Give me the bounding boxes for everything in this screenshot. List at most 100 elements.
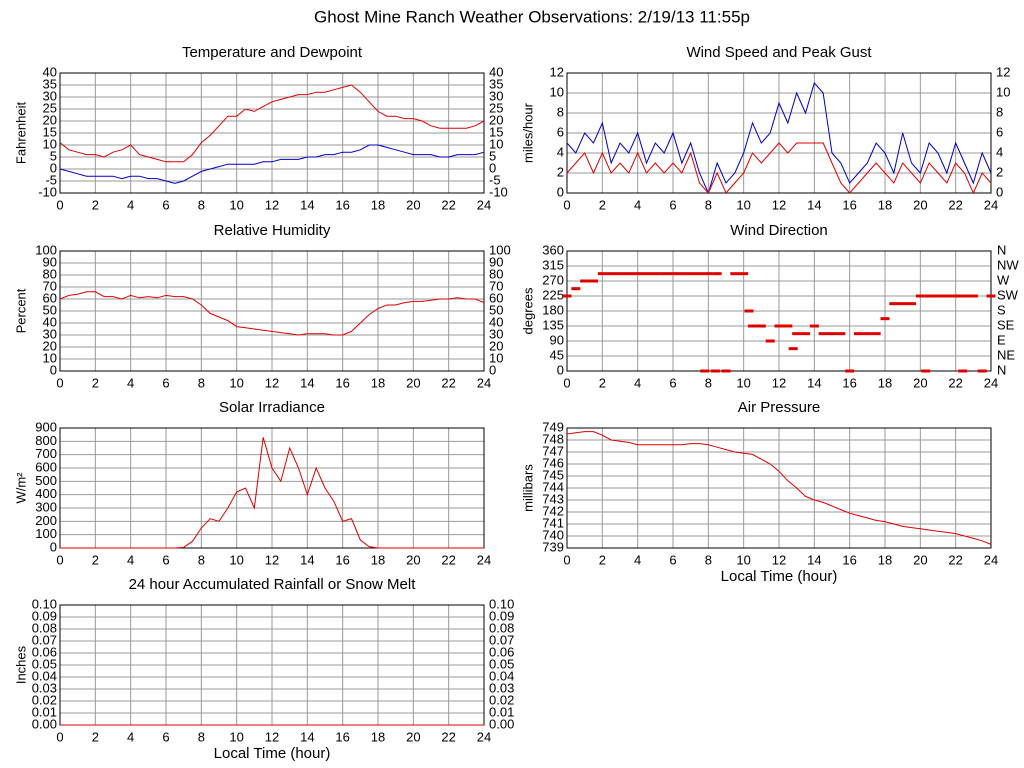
y-tick-label-right: 0.04 (489, 668, 514, 683)
y-tick-label-right: 40 (489, 64, 503, 79)
y-tick-label-right: 0 (996, 184, 1003, 199)
y-tick-label: 10 (43, 350, 57, 365)
y-tick-label: 360 (542, 242, 564, 257)
data-point (650, 272, 660, 276)
y-tick-label: 0.09 (32, 608, 57, 623)
y-tick-label: 744 (542, 479, 564, 494)
y-tick-label-right: 100 (489, 242, 511, 257)
x-tick-label: 12 (772, 375, 786, 390)
y-tick-label: 180 (542, 302, 564, 317)
y-tick-label: 0 (50, 539, 57, 554)
y-tick-label-right: 50 (489, 302, 503, 317)
y-tick-label-right: 80 (489, 266, 503, 281)
y-tick-label: 0.06 (32, 644, 57, 659)
data-line (566, 142, 992, 195)
y-tick-label: 40 (43, 64, 57, 79)
x-tick-label: 8 (705, 375, 712, 390)
y-tick-label: 10 (550, 84, 564, 99)
data-point (642, 272, 651, 276)
x-tick-label: 24 (477, 552, 491, 567)
y-tick-label-right: 25 (489, 100, 503, 115)
x-tick-label: 20 (406, 197, 420, 212)
y-tick-label: 748 (542, 431, 564, 446)
plot-frame (59, 427, 485, 549)
data-point (915, 294, 925, 298)
x-tick-label: 24 (477, 197, 491, 212)
x-tick-label: 16 (335, 729, 349, 744)
data-point (739, 272, 749, 276)
data-line (566, 431, 992, 545)
x-tick-label: 16 (335, 552, 349, 567)
data-point (774, 324, 784, 328)
x-tick-label: 2 (599, 552, 606, 567)
x-tick-label: 8 (198, 197, 205, 212)
data-point (686, 272, 696, 276)
x-tick-label: 10 (229, 729, 243, 744)
y-tick-label: 200 (35, 513, 57, 528)
data-point (721, 369, 731, 373)
data-point (606, 272, 616, 276)
y-tick-label: 100 (35, 242, 57, 257)
plot-frame (566, 72, 992, 194)
data-point (880, 317, 890, 321)
y-tick-label: 746 (542, 455, 564, 470)
y-tick-label: 60 (43, 290, 57, 305)
y-tick-label: 315 (542, 257, 564, 272)
data-point (792, 332, 802, 336)
chart-title: 24 hour Accumulated Rainfall or Snow Mel… (129, 576, 417, 593)
x-tick-label: 8 (705, 552, 712, 567)
y2-tick-label: NE (997, 347, 1015, 362)
x-tick-label: 4 (634, 197, 641, 212)
x-tick-label: 20 (913, 552, 927, 567)
y-tick-label: 900 (35, 419, 57, 434)
y-tick-label-right: 10 (996, 84, 1010, 99)
y-tick-label: 90 (43, 254, 57, 269)
y-tick-label: 0 (50, 160, 57, 175)
x-tick-label: 2 (599, 375, 606, 390)
data-point (836, 332, 846, 336)
y-tick-label: 5 (50, 148, 57, 163)
x-tick-label: 24 (477, 375, 491, 390)
data-point (818, 332, 828, 336)
data-point (677, 272, 687, 276)
x-tick-label: 6 (669, 552, 676, 567)
x-tick-label: 2 (92, 375, 99, 390)
data-point (924, 294, 934, 298)
data-point (700, 369, 710, 373)
y-tick-label: 135 (542, 317, 564, 332)
x-tick-label: 14 (807, 552, 821, 567)
x-tick-label: 22 (441, 375, 455, 390)
y2-tick-label: N (997, 242, 1006, 257)
y-tick-label-right: 0.10 (489, 596, 514, 611)
chart-title: Temperature and Dewpoint (182, 44, 363, 61)
x-tick-label: 16 (842, 197, 856, 212)
data-point (624, 272, 634, 276)
data-line (59, 84, 485, 163)
y-tick-label-right: -10 (489, 184, 508, 199)
y-tick-label: 20 (43, 338, 57, 353)
x-tick-label: 22 (948, 375, 962, 390)
data-line (60, 437, 484, 549)
y-tick-label: 741 (542, 515, 564, 530)
data-point (703, 272, 713, 276)
y-tick-label: 0.08 (32, 620, 57, 635)
x-tick-label: 14 (807, 375, 821, 390)
data-point (744, 309, 754, 313)
x-tick-label: 16 (335, 375, 349, 390)
data-point (756, 324, 766, 328)
x-tick-label: 18 (371, 375, 385, 390)
x-tick-label: 14 (300, 375, 314, 390)
chart-title: Relative Humidity (214, 222, 331, 239)
y-tick-label: 747 (542, 443, 564, 458)
x-tick-label: 10 (736, 197, 750, 212)
x-tick-label: 12 (265, 197, 279, 212)
x-tick-label: 18 (878, 375, 892, 390)
x-tick-label: 20 (913, 197, 927, 212)
x-tick-label: 22 (441, 729, 455, 744)
x-tick-label: 0 (563, 197, 570, 212)
y-tick-label: 0.02 (32, 692, 57, 707)
y2-tick-label: N (997, 362, 1006, 377)
y-tick-label: 50 (43, 302, 57, 317)
y-tick-label: 70 (43, 278, 57, 293)
